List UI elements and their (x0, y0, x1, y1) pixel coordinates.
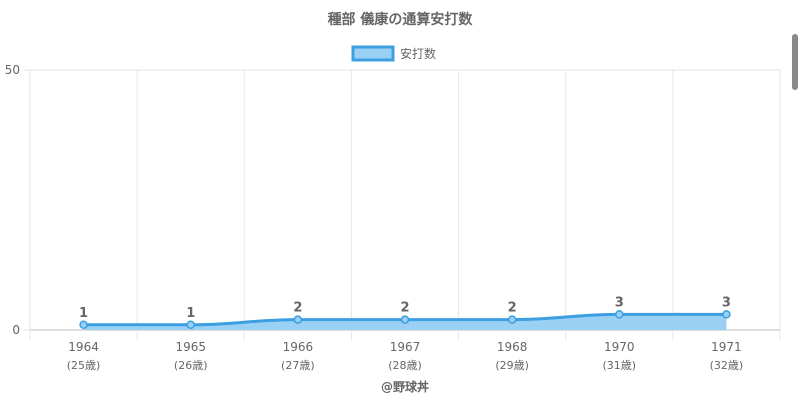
x-axis-label: @野球丼 (381, 379, 429, 394)
data-label: 3 (722, 295, 731, 310)
data-point (186, 320, 195, 330)
x-tick-label: 1971 (711, 340, 742, 354)
data-label: 2 (508, 301, 517, 316)
y-tick-label: 50 (5, 63, 20, 77)
x-tick-age-label: (25歳) (67, 359, 101, 372)
x-tick-age-label: (26歳) (174, 359, 208, 372)
legend-swatch (351, 45, 395, 62)
grid (24, 69, 781, 340)
data-point (293, 315, 303, 324)
data-point (722, 310, 731, 319)
data-point (507, 315, 517, 324)
x-tick-label: 1966 (283, 340, 314, 354)
chart-title: 種部 儀康の通算安打数 (328, 11, 474, 28)
data-label: 1 (79, 306, 88, 321)
legend-label: 安打数 (400, 46, 436, 61)
x-ticks: 1964 (25歳) 1965 (26歳) 1966 (27歳) 1967 (28歳) 1968… (67, 340, 743, 372)
x-tick-age-label: (29歳) (495, 359, 529, 372)
x-tick-label: 1968 (497, 340, 528, 354)
x-tick-age-label: (27歳) (281, 359, 315, 372)
data-label: 2 (293, 301, 302, 316)
y-tick-label: 0 (12, 323, 20, 337)
x-tick-label: 1965 (175, 340, 206, 354)
data-label: 1 (186, 306, 195, 321)
data-labels: 1 1 2 2 2 3 3 (79, 295, 731, 320)
data-point (615, 310, 624, 319)
data-label: 3 (615, 295, 624, 310)
x-tick-age-label: (31歳) (602, 359, 636, 372)
x-tick-label: 1967 (390, 340, 421, 354)
x-tick-label: 1970 (604, 340, 635, 354)
data-label: 2 (400, 301, 409, 316)
series-points (79, 310, 731, 330)
x-tick-label: 1964 (68, 340, 99, 354)
x-tick-age-label: (28歳) (388, 359, 422, 372)
legend[interactable]: 安打数 (351, 45, 436, 62)
x-tick-age-label: (32歳) (710, 359, 744, 372)
data-point (400, 315, 410, 324)
y-ticks: 0 50 (5, 63, 20, 337)
data-point (79, 320, 88, 330)
scrollbar-thumb[interactable] (792, 34, 798, 90)
